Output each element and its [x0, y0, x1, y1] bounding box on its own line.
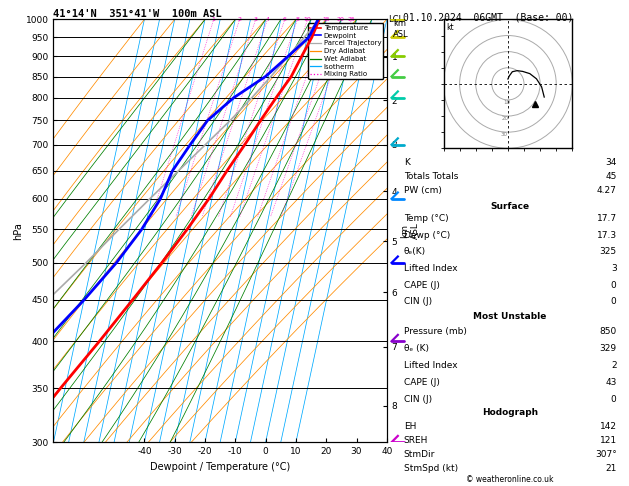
Text: Lifted Index: Lifted Index	[404, 361, 457, 370]
Text: kt: kt	[447, 23, 454, 32]
Text: 2: 2	[611, 361, 616, 370]
Text: CIN (J): CIN (J)	[404, 297, 431, 306]
Text: PW (cm): PW (cm)	[404, 186, 442, 195]
Text: 4.27: 4.27	[597, 186, 616, 195]
Text: 3: 3	[611, 264, 616, 273]
Text: 2: 2	[238, 17, 242, 21]
Text: 10: 10	[304, 17, 311, 21]
Text: EH: EH	[404, 422, 416, 431]
X-axis label: Dewpoint / Temperature (°C): Dewpoint / Temperature (°C)	[150, 462, 290, 472]
Text: 4: 4	[265, 17, 269, 21]
Text: 21: 21	[605, 464, 616, 473]
Text: LCL: LCL	[388, 15, 403, 24]
Text: Temp (°C): Temp (°C)	[404, 214, 448, 223]
Text: SREH: SREH	[404, 436, 428, 445]
Text: CIN (J): CIN (J)	[404, 395, 431, 404]
Text: Most Unstable: Most Unstable	[474, 312, 547, 321]
Text: 30: 30	[501, 132, 508, 137]
Text: 142: 142	[599, 422, 616, 431]
Text: 6: 6	[283, 17, 287, 21]
Text: 325: 325	[599, 247, 616, 256]
Text: StmSpd (kt): StmSpd (kt)	[404, 464, 458, 473]
Text: 329: 329	[599, 344, 616, 353]
Text: km
ASL: km ASL	[393, 19, 409, 39]
Text: 17.3: 17.3	[596, 231, 616, 240]
Text: 0: 0	[611, 280, 616, 290]
Text: 43: 43	[605, 378, 616, 387]
Legend: Temperature, Dewpoint, Parcel Trajectory, Dry Adiabat, Wet Adiabat, Isotherm, Mi: Temperature, Dewpoint, Parcel Trajectory…	[308, 23, 383, 80]
Text: © weatheronline.co.uk: © weatheronline.co.uk	[465, 474, 554, 484]
Text: Hodograph: Hodograph	[482, 408, 538, 417]
Text: K: K	[404, 158, 409, 167]
Text: 1: 1	[212, 17, 216, 21]
Text: θₑ (K): θₑ (K)	[404, 344, 428, 353]
Text: 10: 10	[503, 100, 510, 105]
Text: StmDir: StmDir	[404, 450, 435, 459]
Text: 41°14'N  351°41'W  100m ASL: 41°14'N 351°41'W 100m ASL	[53, 9, 222, 18]
Text: 34: 34	[605, 158, 616, 167]
Y-axis label: km
ASL: km ASL	[400, 223, 420, 239]
Text: 20: 20	[502, 116, 509, 121]
Text: Lifted Index: Lifted Index	[404, 264, 457, 273]
Text: 8: 8	[296, 17, 299, 21]
Text: 15: 15	[323, 17, 330, 21]
Text: 01.10.2024  06GMT  (Base: 00): 01.10.2024 06GMT (Base: 00)	[403, 12, 573, 22]
Text: 0: 0	[611, 297, 616, 306]
Text: Dewp (°C): Dewp (°C)	[404, 231, 450, 240]
Text: CAPE (J): CAPE (J)	[404, 378, 440, 387]
Text: CAPE (J): CAPE (J)	[404, 280, 440, 290]
Text: Pressure (mb): Pressure (mb)	[404, 327, 467, 336]
Text: 850: 850	[599, 327, 616, 336]
Text: Totals Totals: Totals Totals	[404, 172, 458, 181]
Text: 45: 45	[605, 172, 616, 181]
Text: 121: 121	[599, 436, 616, 445]
Text: 17.7: 17.7	[596, 214, 616, 223]
Text: 307°: 307°	[595, 450, 616, 459]
Text: θₑ(K): θₑ(K)	[404, 247, 426, 256]
Text: 25: 25	[348, 17, 355, 21]
Text: 3: 3	[253, 17, 258, 21]
Y-axis label: hPa: hPa	[13, 222, 23, 240]
Text: Surface: Surface	[491, 202, 530, 211]
Text: 0: 0	[611, 395, 616, 404]
Text: 20: 20	[337, 17, 345, 21]
